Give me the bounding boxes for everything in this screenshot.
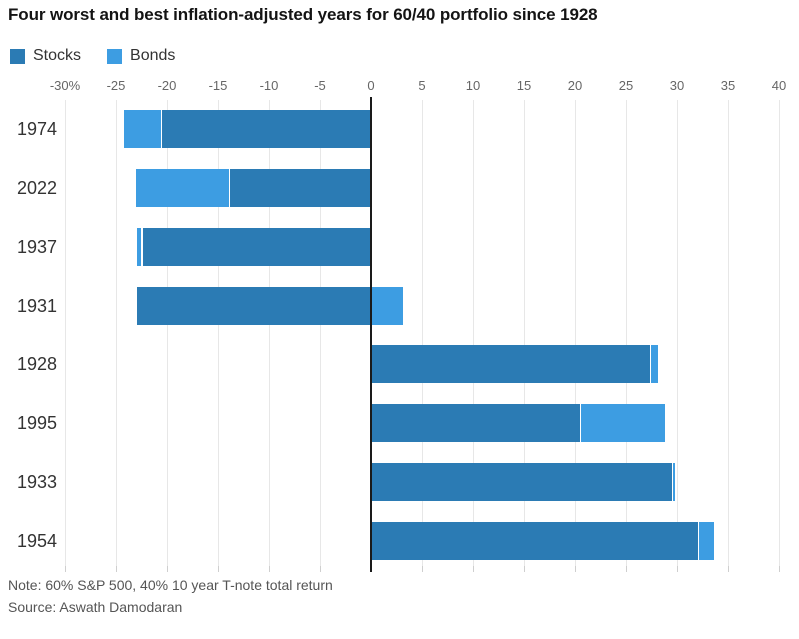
bar-segment-stocks-1995 (371, 404, 581, 442)
axis-tick-mark (269, 566, 270, 572)
axis-tick-mark (167, 566, 168, 572)
gridline-x-25 (626, 100, 627, 570)
bar-segment-bonds-1954 (699, 522, 714, 560)
legend-swatch-bonds (107, 48, 123, 64)
axis-tick-mark (779, 566, 780, 572)
zero-axis-line (370, 97, 372, 572)
bar-segment-stocks-1931 (137, 287, 371, 325)
gridline-x--20 (167, 100, 168, 570)
gridline-x-15 (524, 100, 525, 570)
axis-tick-mark (575, 566, 576, 572)
x-axis-tick-label: -30% (49, 78, 81, 93)
bar-segment-stocks-1928 (371, 345, 650, 383)
bar-segment-stocks-1933 (371, 463, 672, 501)
year-label-1995: 1995 (16, 413, 57, 433)
x-axis-tick-label: 25 (618, 78, 634, 93)
bar-segment-bonds-1937 (137, 228, 142, 266)
x-axis-tick-label: 15 (516, 78, 532, 93)
x-axis-tick-label: 35 (720, 78, 736, 93)
axis-tick-mark (728, 566, 729, 572)
year-label-2022: 2022 (16, 178, 57, 198)
axis-tick-mark (677, 566, 678, 572)
legend: Stocks Bonds (10, 47, 175, 65)
axis-tick-mark (320, 566, 321, 572)
gridline-x--10 (269, 100, 270, 570)
bar-segment-bonds-1928 (650, 345, 658, 383)
bar-segment-bonds-1933 (672, 463, 675, 501)
x-axis-tick-label: 5 (418, 78, 426, 93)
gridline-x-5 (422, 100, 423, 570)
year-label-1928: 1928 (16, 354, 57, 374)
bar-segment-stocks-1954 (371, 522, 699, 560)
year-label-1974: 1974 (16, 119, 57, 139)
year-label-1937: 1937 (16, 237, 57, 257)
x-axis-tick-label: -5 (314, 78, 326, 93)
x-axis-tick-label: 40 (771, 78, 787, 93)
note-text: Note: 60% S&P 500, 40% 10 year T-note to… (8, 577, 333, 593)
legend-swatch-stocks (10, 48, 25, 64)
x-axis-tick-label: 0 (367, 78, 375, 93)
bar-segment-stocks-1937 (142, 228, 371, 266)
x-axis-tick-label: 30 (669, 78, 685, 93)
bar-segment-bonds-1974 (124, 110, 161, 148)
bar-segment-stocks-1974 (161, 110, 371, 148)
gridline-x--15 (218, 100, 219, 570)
axis-tick-mark (473, 566, 474, 572)
x-axis-tick-label: -20 (157, 78, 177, 93)
gridline-x-30 (677, 100, 678, 570)
x-axis-tick-label: 10 (465, 78, 481, 93)
bar-segment-bonds-1995 (581, 404, 665, 442)
legend-label: Stocks (33, 47, 82, 64)
x-axis-tick-label: -15 (208, 78, 228, 93)
gridline-x--25 (116, 100, 117, 570)
gridline-x-20 (575, 100, 576, 570)
chart-title: Four worst and best inflation-adjusted y… (8, 5, 598, 24)
axis-tick-mark (65, 566, 66, 572)
gridline-x--30 (65, 100, 66, 570)
bar-segment-stocks-2022 (230, 169, 371, 207)
axis-tick-mark (524, 566, 525, 572)
bar-segment-bonds-1931 (371, 287, 403, 325)
gridline-x-40 (779, 100, 780, 570)
axis-tick-mark (218, 566, 219, 572)
x-axis-tick-label: -25 (106, 78, 126, 93)
year-label-1931: 1931 (16, 296, 57, 316)
axis-tick-mark (422, 566, 423, 572)
year-label-1933: 1933 (16, 472, 57, 492)
legend-item-stocks: Stocks (10, 47, 81, 65)
legend-item-bonds: Bonds (107, 47, 175, 65)
axis-tick-mark (626, 566, 627, 572)
x-axis-tick-label: 20 (567, 78, 583, 93)
bar-segment-bonds-2022 (136, 169, 230, 207)
year-label-1954: 1954 (16, 531, 57, 551)
legend-label: Bonds (130, 47, 176, 64)
axis-tick-mark (116, 566, 117, 572)
gridline-x-10 (473, 100, 474, 570)
gridline-x--5 (320, 100, 321, 570)
source-text: Source: Aswath Damodaran (8, 599, 183, 615)
gridline-x-35 (728, 100, 729, 570)
x-axis-tick-label: -10 (259, 78, 279, 93)
